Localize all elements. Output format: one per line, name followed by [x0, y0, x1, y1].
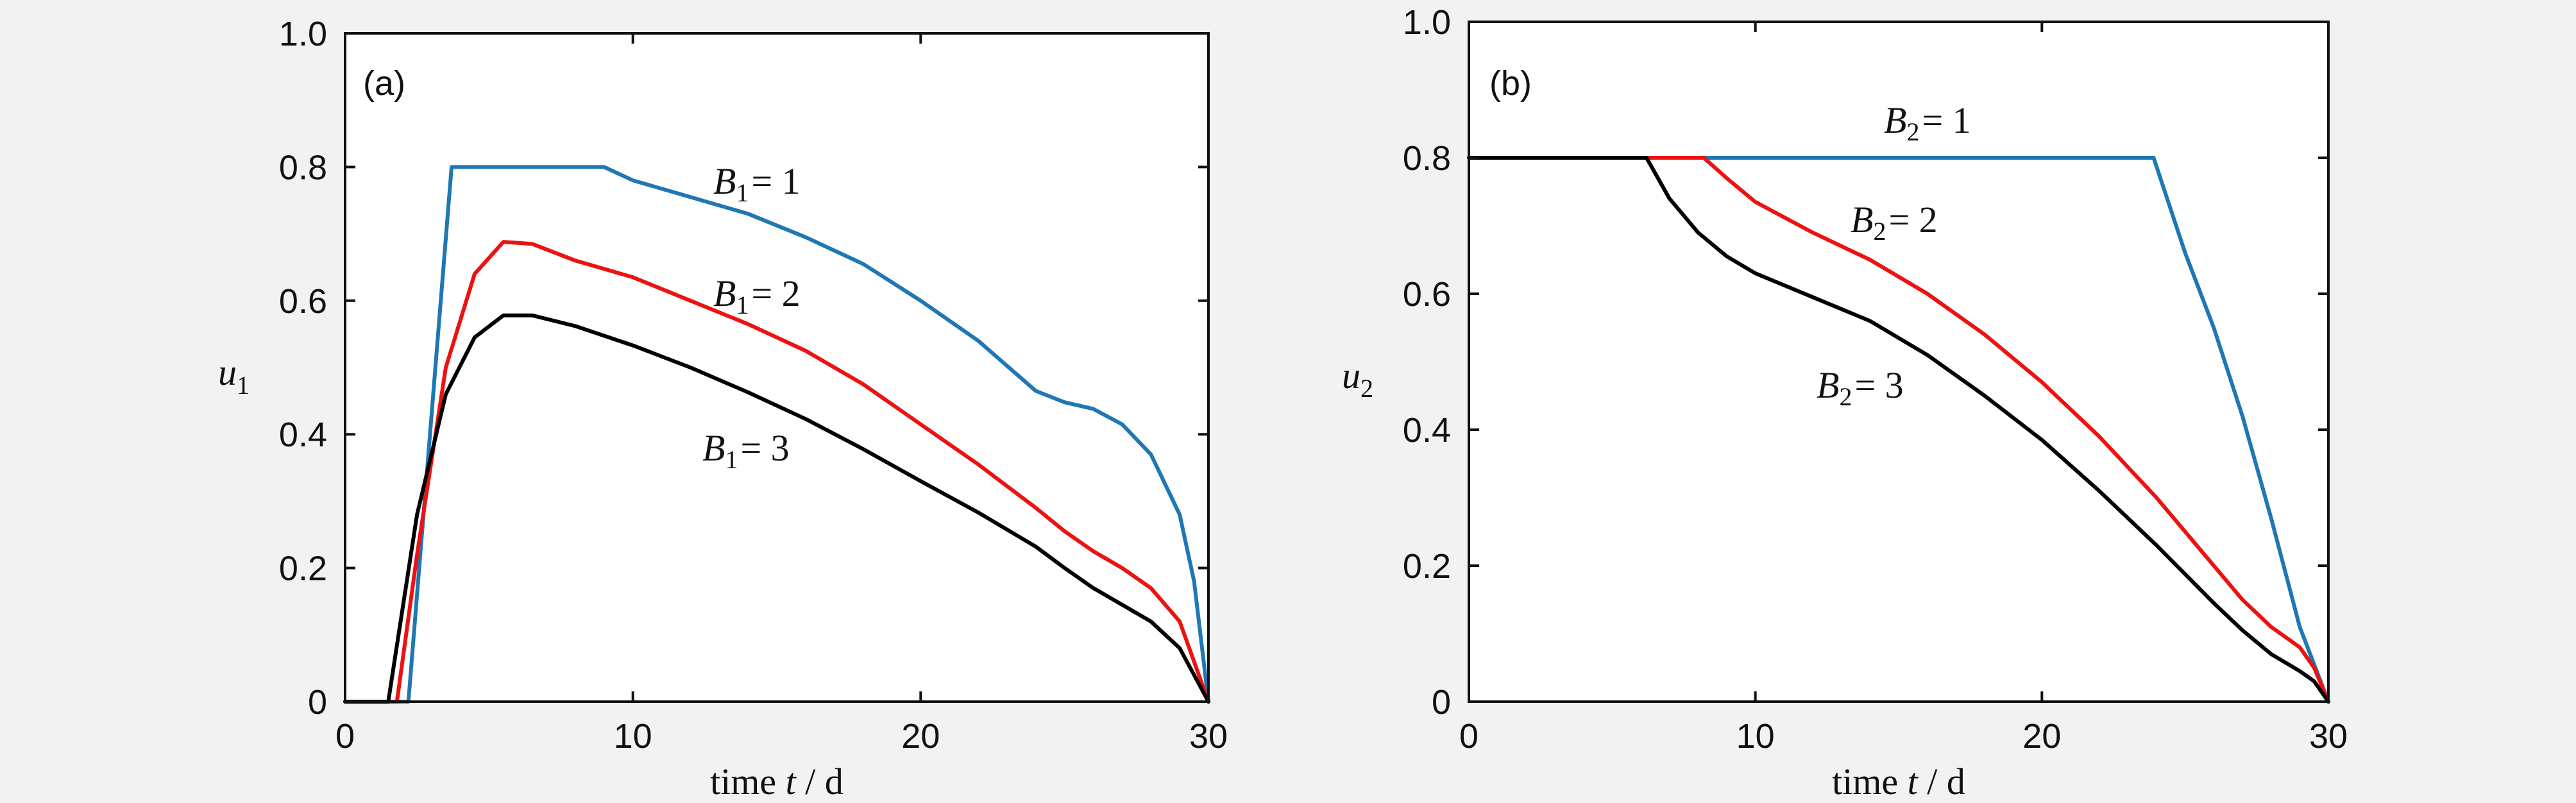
plot-area — [345, 33, 1208, 702]
x-tick-label: 10 — [614, 717, 652, 756]
x-axis-title: time t / d — [1832, 761, 1965, 802]
series-line-b1 — [1467, 156, 2330, 704]
curve-label-b1: B2= 1 — [1884, 99, 1971, 146]
curve-label-b1: B1= 1 — [713, 160, 801, 207]
y-tick-label: 0.8 — [1403, 139, 1451, 178]
y-tick-label: 0 — [1432, 683, 1451, 722]
y-tick-label: 0.2 — [279, 550, 327, 588]
curve-label-b3: B1= 3 — [702, 427, 790, 474]
plot-area — [1469, 22, 2328, 702]
axes-frame — [1468, 21, 2330, 703]
series-line-b2 — [343, 240, 1210, 704]
y-axis-title: u2 — [1342, 355, 1373, 403]
x-tick-label: 20 — [901, 717, 940, 756]
series-line-b2 — [1467, 156, 2330, 704]
panel-a: 0 10 20 30 0 0.2 0.4 0.6 0.8 1.0 (a) time t / d u1 B1… — [218, 15, 1228, 802]
series-line-b1 — [343, 165, 1210, 704]
y-tick-label: 0 — [308, 683, 327, 722]
y-tick-label: 0.2 — [1403, 547, 1451, 586]
panel-b: 0 10 20 30 0 0.2 0.4 0.6 0.8 1.0 (b) time t / d u2 B2… — [1342, 3, 2348, 802]
x-tick-label: 0 — [1459, 717, 1479, 756]
series-line-b3 — [1467, 156, 2330, 704]
y-tick-label: 0.6 — [279, 282, 327, 321]
y-tick-label: 1.0 — [1403, 3, 1451, 42]
curve-label-b2: B1= 2 — [713, 273, 801, 319]
x-tick-label: 0 — [335, 717, 355, 756]
curve-label-b3: B2= 3 — [1817, 364, 1904, 411]
y-tick-label: 0.4 — [1403, 411, 1451, 450]
x-tick-label: 30 — [2309, 717, 2348, 756]
y-tick-label: 1.0 — [279, 15, 327, 53]
y-tick-label: 0.6 — [1403, 275, 1451, 314]
curve-label-b2: B2= 2 — [1851, 199, 1938, 246]
x-tick-label: 10 — [1736, 717, 1775, 756]
x-axis-title: time t / d — [710, 761, 843, 802]
x-tick-label: 30 — [1189, 717, 1228, 756]
axes-frame — [344, 32, 1210, 703]
series-line-b3 — [343, 313, 1210, 704]
x-tick-label: 20 — [2022, 717, 2061, 756]
y-axis-title: u1 — [218, 351, 250, 400]
y-tick-label: 0.8 — [279, 148, 327, 187]
panel-tag: (a) — [363, 64, 405, 103]
y-tick-label: 0.4 — [279, 416, 327, 454]
panel-tag: (b) — [1489, 64, 1532, 103]
